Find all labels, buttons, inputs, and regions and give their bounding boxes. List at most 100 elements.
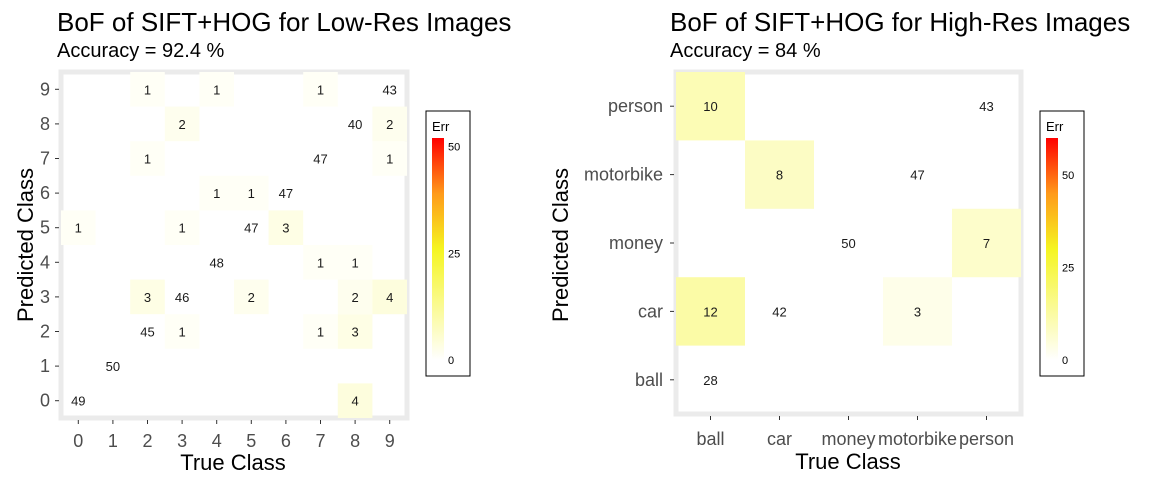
cell-value-label: 1 (213, 186, 220, 201)
cell-value-label: 1 (178, 325, 185, 340)
heatmap-cell (745, 140, 814, 209)
x-tick-label: 8 (350, 431, 360, 451)
heatmap-cell (164, 314, 200, 349)
cell-value-label: 1 (317, 255, 324, 270)
y-tick-label: 1 (40, 356, 50, 376)
cell-value-label: 3 (144, 290, 151, 305)
x-tick-label: 1 (108, 431, 118, 451)
y-tick-label: 9 (40, 79, 50, 99)
cell-value-label: 3 (351, 325, 358, 340)
x-axis-title: True Class (795, 449, 901, 474)
heatmap-cell (234, 175, 269, 211)
chart-subtitle: Accuracy = 92.4 % (57, 40, 225, 62)
x-tick-label: 7 (315, 431, 325, 451)
heatmap-cell (164, 210, 200, 245)
legend: Err 0 25 50 (425, 110, 471, 377)
cell-value-label: 47 (279, 186, 293, 201)
heatmap-cell (372, 279, 407, 315)
cell-value-label: 28 (703, 373, 717, 388)
y-tick-label: person (608, 96, 663, 116)
cell-value-label: 1 (386, 152, 393, 167)
cell-value-label: 4 (351, 394, 358, 409)
legend-tick-label: 0 (448, 355, 454, 367)
cell-value-label: 43 (382, 82, 396, 97)
heatmap-cell (199, 72, 234, 107)
legend-title: Err (1046, 119, 1064, 134)
y-axis-title: Predicted Class (548, 168, 573, 322)
heatmap-cell (199, 175, 234, 211)
heatmap-cell (303, 314, 338, 349)
chart-subtitle: Accuracy = 84 % (670, 40, 821, 62)
heatmap-cell (303, 72, 338, 107)
heatmap-cell (337, 314, 373, 349)
x-tick-label: car (767, 429, 792, 449)
legend-tick-label: 50 (1062, 170, 1074, 182)
y-tick-label: motorbike (584, 165, 663, 185)
heatmap-cell (337, 279, 373, 315)
chart-title: BoF of SIFT+HOG for High-Res Images (670, 7, 1130, 37)
cell-value-label: 48 (209, 255, 223, 270)
heatmap-cell (130, 72, 165, 107)
y-tick-label: money (609, 233, 663, 253)
cell-value-label: 2 (178, 117, 185, 132)
heatmap-cell (130, 279, 165, 315)
x-tick-label: 9 (385, 431, 395, 451)
legend-tick-label: 0 (1062, 355, 1068, 367)
cell-value-label: 47 (313, 152, 327, 167)
cell-value-label: 50 (841, 236, 855, 251)
heatmap-cell (372, 141, 407, 176)
cell-value-label: 2 (386, 117, 393, 132)
x-tick-label: ball (696, 429, 724, 449)
x-tick-label: 0 (73, 431, 83, 451)
cell-value-label: 1 (144, 82, 151, 97)
heatmap-cell (372, 106, 407, 142)
heatmap-cell (952, 208, 1021, 278)
cell-value-label: 45 (140, 325, 154, 340)
heatmap-cell (164, 106, 200, 142)
x-tick-label: 4 (212, 431, 222, 451)
y-tick-label: ball (635, 370, 663, 390)
cell-value-label: 1 (213, 82, 220, 97)
cell-value-label: 2 (248, 290, 255, 305)
cell-value-label: 12 (703, 304, 717, 319)
cell-value-label: 4 (386, 290, 393, 305)
heatmap-cell (303, 245, 338, 280)
heatmap-cell (676, 72, 745, 141)
y-tick-label: 0 (40, 391, 50, 411)
cell-value-label: 3 (914, 304, 921, 319)
legend: Err 0 25 50 (1039, 110, 1085, 377)
x-tick-label: money (821, 429, 875, 449)
heatmap-cell (883, 277, 952, 346)
y-tick-label: 2 (40, 322, 50, 342)
y-axis-title: Predicted Class (13, 168, 38, 322)
heatmap-cell (337, 245, 373, 280)
cell-value-label: 3 (282, 221, 289, 236)
y-tick-label: 8 (40, 114, 50, 134)
x-tick-label: person (959, 429, 1014, 449)
cell-value-label: 40 (348, 117, 362, 132)
cell-value-label: 49 (71, 394, 85, 409)
heatmap-cell (61, 210, 96, 245)
cell-value-label: 1 (248, 186, 255, 201)
cell-value-label: 1 (351, 255, 358, 270)
cell-value-label: 43 (979, 99, 993, 114)
x-axis-title: True Class (180, 450, 286, 475)
chart-high-res: BoF of SIFT+HOG for High-Res Images Accu… (548, 7, 1130, 474)
x-tick-label: 2 (142, 431, 152, 451)
cell-value-label: 2 (351, 290, 358, 305)
cell-value-label: 10 (703, 99, 717, 114)
y-tick-label: 7 (40, 149, 50, 169)
cell-value-label: 46 (175, 290, 189, 305)
y-tick-label: 3 (40, 287, 50, 307)
cell-value-label: 1 (317, 325, 324, 340)
cell-value-label: 42 (772, 304, 786, 319)
heatmap-cell (130, 141, 165, 176)
chart-title: BoF of SIFT+HOG for Low-Res Images (57, 7, 511, 37)
legend-tick-label: 25 (1062, 263, 1074, 275)
chart-low-res: BoF of SIFT+HOG for Low-Res Images Accur… (13, 7, 511, 475)
cell-value-label: 1 (178, 221, 185, 236)
legend-tick-label: 25 (448, 248, 460, 260)
heatmap-cell (268, 210, 304, 245)
heatmap-cell (337, 383, 373, 418)
cell-value-label: 1 (75, 221, 82, 236)
